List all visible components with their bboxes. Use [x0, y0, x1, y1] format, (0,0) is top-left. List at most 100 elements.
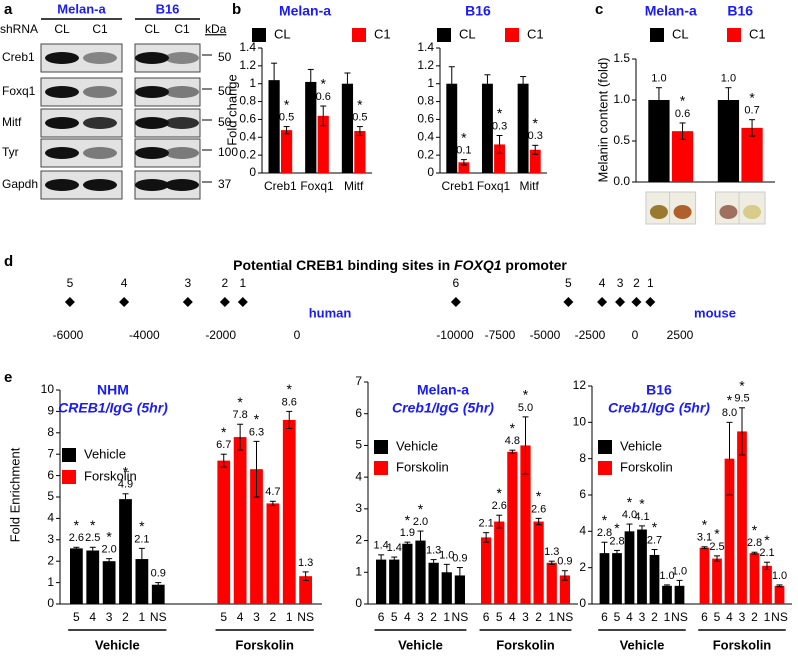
- x-tick-label: NS: [671, 610, 688, 624]
- site-marker: [219, 297, 230, 307]
- value-label: 6.7: [216, 439, 231, 451]
- site-label: 5: [565, 276, 572, 290]
- bar: [341, 83, 354, 173]
- value-label: 2.5: [709, 541, 724, 553]
- y-tick-label: 0.6: [417, 112, 434, 126]
- x-tick-label: Mitf: [344, 179, 364, 193]
- x-tick-label: 1: [139, 610, 146, 624]
- group-label: Vehicle: [398, 637, 443, 652]
- value-label: 4.1: [634, 511, 649, 523]
- group-title: B16: [727, 3, 753, 19]
- x-tick-label: 0: [294, 328, 301, 342]
- site-marker: [645, 297, 656, 307]
- significance: *: [287, 381, 293, 397]
- bar: [662, 585, 672, 604]
- x-tick-label: 6: [601, 610, 608, 624]
- error-bar: [237, 423, 244, 451]
- site-label: 4: [121, 276, 128, 290]
- value-label: 2.0: [413, 516, 428, 528]
- bar: [741, 127, 763, 182]
- significance: *: [254, 411, 260, 427]
- error-bar: [496, 514, 503, 529]
- significance: *: [749, 89, 755, 105]
- x-tick-label: 2: [651, 610, 658, 624]
- y-tick-label: 2: [579, 560, 586, 574]
- error-bar: [417, 530, 424, 551]
- legend-label: C1: [749, 26, 766, 41]
- value-label: 1.4: [387, 542, 402, 554]
- x-tick-label: NS: [452, 610, 469, 624]
- significance: *: [90, 517, 96, 533]
- y-axis-label: Fold Enrichment: [7, 447, 22, 542]
- bar: [724, 458, 735, 604]
- error-bar: [749, 119, 756, 137]
- x-tick-label: -5000: [530, 328, 561, 342]
- error-bar: [548, 560, 555, 565]
- y-tick-label: 0.8: [239, 94, 256, 108]
- significance: *: [510, 420, 516, 436]
- bar: [69, 548, 83, 604]
- site-label: 3: [184, 276, 191, 290]
- legend-swatch: [505, 28, 519, 42]
- group-label: Vehicle: [620, 637, 665, 652]
- bar: [299, 576, 313, 604]
- blot-band: [135, 52, 169, 64]
- blot-band: [83, 147, 117, 159]
- y-tick-label: 0.6: [239, 112, 256, 126]
- x-tick-label: -6000: [53, 328, 84, 342]
- error-bar: [522, 416, 529, 475]
- y-tick-label: 2: [47, 553, 54, 567]
- legend-label: C1: [527, 26, 544, 41]
- error-bar: [532, 144, 539, 155]
- y-tick-label: 0.2: [417, 147, 434, 161]
- significance: *: [602, 512, 608, 528]
- legend-swatch: [374, 461, 388, 475]
- bar: [458, 162, 470, 173]
- x-tick-label: 3: [639, 610, 646, 624]
- error-bar: [430, 559, 437, 567]
- x-tick-label: 1: [286, 610, 293, 624]
- protein-name: Mitf: [2, 115, 22, 129]
- error-bar: [344, 72, 351, 95]
- x-tick-label: Foxq1: [300, 179, 334, 193]
- site-label: 2: [633, 276, 640, 290]
- error-bar: [271, 62, 278, 98]
- protein-name: Creb1: [2, 50, 35, 64]
- error-bar: [496, 135, 503, 154]
- value-label: 9.5: [734, 393, 749, 405]
- panel-letter: a: [4, 1, 13, 18]
- site-marker: [615, 297, 626, 307]
- group-title: Melan-a: [645, 3, 697, 19]
- chart-title: B16: [465, 3, 491, 19]
- chart-title: Melan-a: [279, 3, 331, 19]
- panel-letter: b: [232, 1, 241, 18]
- value-label: 1.0: [772, 570, 787, 582]
- y-tick-label: 1.4: [239, 40, 256, 54]
- error-bar: [89, 546, 96, 555]
- value-label: 0.9: [151, 568, 166, 580]
- significance: *: [497, 105, 503, 121]
- bar: [762, 565, 772, 604]
- bar: [599, 553, 610, 604]
- bar: [282, 419, 296, 604]
- blot-band: [135, 179, 169, 191]
- value-label: 7.8: [232, 409, 247, 421]
- lane-name: C1: [92, 22, 108, 36]
- bar: [699, 547, 710, 604]
- error-bar: [253, 440, 260, 498]
- site-marker: [597, 297, 608, 307]
- bar: [317, 115, 329, 173]
- error-bar: [509, 449, 516, 454]
- value-label: 1.0: [439, 549, 454, 561]
- significance: *: [284, 96, 290, 112]
- error-bar: [73, 546, 80, 550]
- significance: *: [221, 424, 227, 440]
- blot-band: [83, 86, 117, 98]
- y-tick-label: 3: [355, 501, 362, 515]
- chart-title: Melan-a: [417, 382, 469, 398]
- error-bar: [484, 74, 491, 94]
- legend-label: CL: [274, 26, 291, 41]
- x-tick-label: 2: [751, 610, 758, 624]
- x-tick-label: 5: [391, 610, 398, 624]
